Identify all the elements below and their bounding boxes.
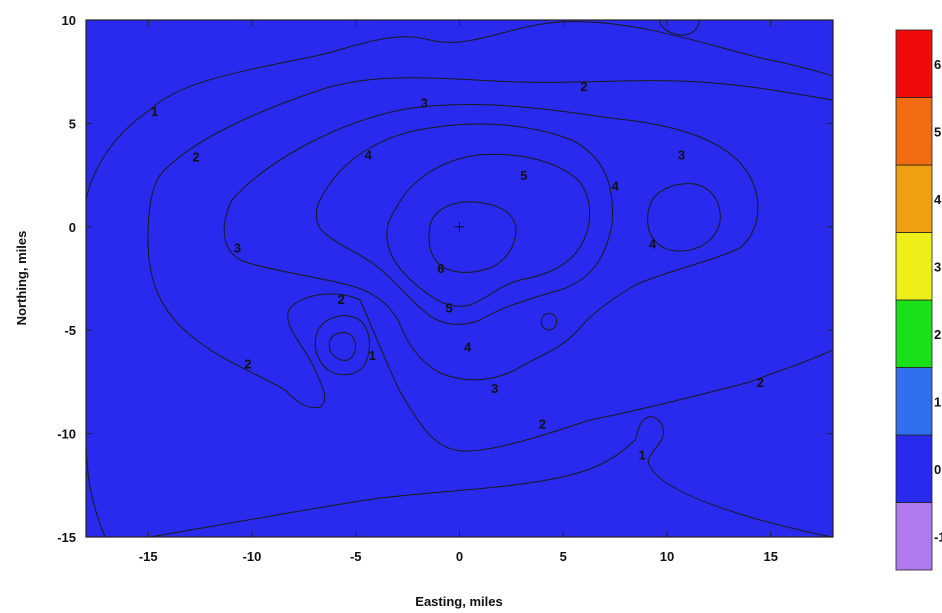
contour-label: 4 [365,147,373,162]
contour-band-0-1-pocket [314,315,370,376]
contour-band-0-1-bottom [149,416,833,537]
contour-band-2-3-speck [540,313,558,331]
colorbar-band [895,164,933,233]
y-tick-label: 0 [69,220,76,235]
y-tick-label: -5 [64,323,76,338]
contour-label: 3 [234,240,241,255]
colorbar-band [895,434,933,503]
contour-label: 2 [244,356,251,371]
colorbar-label: 5 [934,124,941,139]
contour-band-3-4 [223,104,759,381]
contour-label: 6 [437,261,444,276]
contour-label: 1 [151,104,158,119]
x-axis: -15 -10 -5 0 5 10 15 [139,20,778,564]
contour-band-neg1-pocket [328,332,356,361]
contour-label: 5 [520,168,527,183]
contour-label: 2 [539,416,546,431]
contour-band-0-1 [86,20,833,537]
colorbar-label: 4 [934,192,942,207]
colorbar-label: 6 [934,57,941,72]
colorbar-band [895,367,933,436]
contour-label: 3 [421,96,428,111]
contour-label: 4 [464,340,472,355]
contour-label: 1 [638,447,645,462]
contour-label: 1 [369,348,376,363]
contour-label: 4 [612,178,620,193]
contour-label: 5 [446,300,453,315]
contour-band-neg1-top [659,20,701,36]
y-tick-label: 5 [69,116,76,131]
x-tick-label: 5 [560,549,567,564]
contour-label: 3 [678,147,685,162]
colorbar-band [895,299,933,368]
x-tick-label: -15 [139,549,158,564]
contour-label: 3 [491,381,498,396]
x-tick-label: 10 [660,549,674,564]
y-axis-label: Northing, miles [14,231,29,326]
contour-label: 2 [338,292,345,307]
colorbar-label: 2 [934,327,941,342]
x-axis-label: Easting, miles [415,594,502,609]
y-tick-label: 10 [62,13,76,28]
y-tick-label: -10 [57,427,76,442]
colorbar-band [895,29,933,98]
contour-labels: 1 2 3 2 3 4 5 4 3 4 6 2 5 1 4 2 3 2 2 1 [151,79,764,462]
peak-marker [454,221,465,232]
contour-fill-area [86,20,833,537]
colorbar-band [895,502,933,571]
colorbar-band [895,232,933,301]
x-tick-label: -10 [243,549,262,564]
colorbar-label: 1 [934,394,941,409]
contour-band-4-5 [315,123,613,325]
x-tick-label: -5 [350,549,362,564]
contour-label: 2 [192,149,199,164]
contour-label: 4 [649,236,657,251]
contour-band-4-5-east [647,183,721,252]
colorbar-band [895,97,933,166]
y-axis: -15 -10 -5 0 5 10 [57,13,833,545]
contour-label: 2 [757,375,764,390]
colorbar: -1 0 1 2 3 4 5 6 [895,29,942,571]
contour-band-5-6 [386,153,591,307]
contour-band-2-3 [147,77,833,452]
colorbar-label: 0 [934,462,941,477]
colorbar-label: 3 [934,259,941,274]
contour-band-6-plus [428,201,517,273]
y-tick-label: -15 [57,530,76,545]
x-tick-label: 0 [456,549,463,564]
colorbar-label: -1 [934,529,942,544]
x-tick-label: 15 [764,549,778,564]
contour-label: 2 [580,79,587,94]
